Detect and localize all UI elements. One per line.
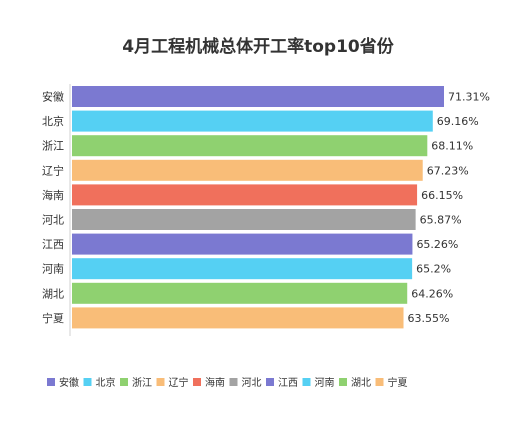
bar (72, 110, 433, 132)
value-label: 69.16% (437, 115, 479, 128)
category-label: 海南 (42, 188, 64, 202)
category-label: 安徽 (42, 90, 64, 104)
legend-swatch (83, 378, 92, 386)
bar (72, 233, 413, 255)
category-label: 河南 (42, 263, 64, 276)
bar (72, 307, 404, 329)
legend-label: 北京 (96, 376, 116, 389)
legend-swatch (47, 378, 55, 386)
category-label: 辽宁 (42, 163, 64, 177)
legend-swatch (302, 378, 311, 386)
category-label: 河北 (42, 214, 64, 227)
bar (72, 86, 444, 107)
legend-swatch (156, 378, 165, 386)
category-label: 江西 (42, 238, 64, 251)
value-label: 65.2% (416, 263, 451, 276)
legend-label: 河南 (315, 376, 335, 389)
legend-swatch (229, 378, 238, 386)
legend-swatch (375, 378, 384, 386)
legend-label: 湖北 (351, 377, 371, 389)
legend: 安徽 北京 浙江 辽宁 海南 河北 江西 河南 湖北 宁夏 (47, 376, 408, 389)
bar (72, 135, 428, 157)
value-label: 64.26% (411, 287, 453, 300)
value-label: 71.31% (448, 91, 490, 104)
value-label: 63.55% (408, 312, 450, 325)
legend-swatch (193, 378, 201, 386)
legend-label: 浙江 (132, 377, 152, 389)
legend-label: 海南 (205, 376, 225, 389)
legend-label: 宁夏 (388, 376, 408, 389)
legend-label: 安徽 (59, 376, 79, 389)
value-label: 68.11% (431, 140, 473, 153)
legend-label: 辽宁 (169, 376, 189, 389)
legend-label: 江西 (278, 377, 298, 389)
value-label: 65.87% (420, 214, 462, 227)
legend-swatch (266, 378, 274, 386)
legend-swatch (339, 378, 347, 386)
bars-group: 安徽 71.31% 北京 69.16% 浙江 68.11% 辽宁 67.23% 海南 66.15%… (42, 86, 490, 329)
bar (72, 282, 408, 304)
bar (72, 258, 413, 280)
legend-label: 河北 (242, 377, 262, 389)
category-label: 北京 (42, 114, 64, 128)
bar (72, 209, 416, 230)
legend-swatch (120, 378, 128, 386)
value-label: 65.26% (416, 238, 458, 251)
category-label: 浙江 (42, 140, 64, 153)
bar (72, 159, 423, 181)
category-label: 湖北 (42, 287, 64, 300)
value-label: 66.15% (421, 189, 463, 202)
category-label: 宁夏 (42, 311, 64, 325)
value-label: 67.23% (427, 164, 469, 177)
bar (72, 184, 418, 206)
chart-title: 4月工程机械总体开工率top10省份 (122, 36, 394, 57)
